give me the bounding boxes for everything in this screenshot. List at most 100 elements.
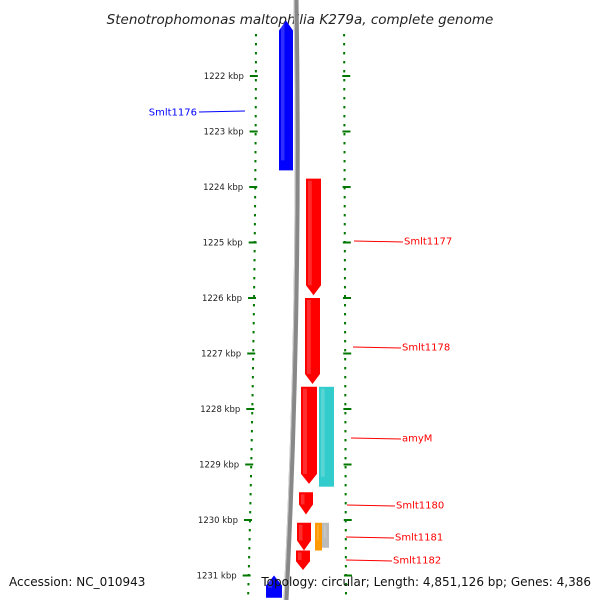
ruler-dot <box>252 304 255 307</box>
ruler-dot <box>343 178 346 181</box>
ruler-dot <box>247 592 250 595</box>
leader-line-amym <box>350 437 402 440</box>
ruler-dot <box>343 115 346 118</box>
ruler-dot <box>343 205 346 208</box>
gene-smlt1182[interactable] <box>296 550 310 570</box>
feature-grey-highlight <box>324 524 326 538</box>
ruler-ticks: 1222 kbp 1223 kbp 1224 kbp 1225 kbp 1226 kbp… <box>197 72 352 582</box>
ruler-dot <box>254 124 257 127</box>
genome-backbone-highlight <box>283 0 296 600</box>
gene-smlt1178[interactable] <box>305 298 320 385</box>
ruler-dot <box>343 151 346 154</box>
ruler-dot <box>343 70 346 73</box>
leader-line-smlt1181 <box>345 536 395 539</box>
ruler-dot <box>254 70 257 73</box>
ruler-dot <box>344 304 347 307</box>
ruler-dot <box>254 142 257 145</box>
ruler-dot <box>250 430 253 433</box>
ruler-dot <box>343 106 346 109</box>
ruler-dot <box>254 133 257 136</box>
gene-smlt1176[interactable] <box>279 20 293 171</box>
ruler-dot <box>344 394 347 397</box>
ruler-dot <box>251 394 254 397</box>
ruler-dot <box>252 331 255 334</box>
gene-label-smlt1181[interactable]: Smlt1181 <box>395 533 443 544</box>
gene-smlt1177[interactable] <box>306 178 321 296</box>
ruler-dot <box>343 250 346 253</box>
ruler-dot <box>248 520 251 523</box>
feature-cyan[interactable] <box>319 386 334 487</box>
tick-label: 1229 kbp <box>199 461 239 471</box>
ruler-dot <box>250 466 253 469</box>
ruler-dot <box>344 547 347 550</box>
gene-label-amym[interactable]: amyM <box>402 434 432 445</box>
ruler-dot <box>343 259 346 262</box>
gene-smlt1181-highlight <box>299 524 303 541</box>
ruler-dot <box>343 232 346 235</box>
ruler-dot <box>254 187 257 190</box>
ruler-dot <box>254 151 257 154</box>
ruler-dot <box>344 484 347 487</box>
ruler-dot <box>344 367 347 370</box>
ruler-dot <box>253 295 256 298</box>
ruler-dot <box>250 457 253 460</box>
ruler-dot <box>343 88 346 91</box>
ruler-dot <box>251 385 254 388</box>
ruler-dots-right <box>343 34 347 595</box>
ruler-dot <box>344 439 347 442</box>
ruler-dot <box>344 448 347 451</box>
ruler-dot <box>343 79 346 82</box>
gene-smlt1178-highlight <box>307 300 311 375</box>
gene-smlt1182-highlight <box>298 552 302 560</box>
gene-label-smlt1176[interactable]: Smlt1176 <box>149 108 197 119</box>
gene-label-smlt1177[interactable]: Smlt1177 <box>404 237 452 248</box>
gene-smlt1176-highlight <box>281 22 285 161</box>
ruler-dot <box>343 169 346 172</box>
ruler-dot <box>252 367 255 370</box>
gene-label-smlt1180[interactable]: Smlt1180 <box>396 501 444 512</box>
feature-grey[interactable] <box>322 522 329 548</box>
ruler-dot <box>344 313 347 316</box>
feature-orange[interactable] <box>315 522 322 551</box>
ruler-dot <box>254 97 257 100</box>
feature-blue[interactable] <box>266 575 282 598</box>
ruler-dot <box>254 79 257 82</box>
ruler-dot <box>252 313 255 316</box>
gene-label-smlt1182[interactable]: Smlt1182 <box>393 556 441 567</box>
ruler-dot <box>343 286 346 289</box>
ruler-dot <box>343 43 346 46</box>
gene-label-smlt1178[interactable]: Smlt1178 <box>402 343 450 354</box>
gene-smlt1177-highlight <box>308 180 312 286</box>
ruler-dot <box>254 205 257 208</box>
ruler-dot <box>343 142 346 145</box>
ruler-dot <box>343 196 346 199</box>
gene-amym[interactable] <box>301 386 317 484</box>
tick-label: 1225 kbp <box>203 239 243 249</box>
ruler-dot <box>343 295 346 298</box>
ruler-dot <box>343 214 346 217</box>
gene-smlt1180[interactable] <box>299 492 313 515</box>
ruler-dot <box>254 88 257 91</box>
ruler-dot <box>344 421 347 424</box>
ruler-dot <box>343 124 346 127</box>
ruler-dot <box>254 196 257 199</box>
ruler-dot <box>254 160 257 163</box>
leader-line-smlt1177 <box>353 240 404 243</box>
feature-cyan-highlight <box>321 388 325 477</box>
ruler-dot <box>344 385 347 388</box>
feature-blue-highlight <box>268 577 272 588</box>
ruler-dot <box>248 547 251 550</box>
ruler-dot <box>344 430 347 433</box>
ruler-dot <box>253 259 256 262</box>
ruler-dot <box>343 61 346 64</box>
accession-text: Accession: NC_010943 <box>9 575 145 589</box>
ruler-dot <box>252 349 255 352</box>
leader-line-smlt1176 <box>198 110 246 113</box>
ruler-dot <box>253 277 256 280</box>
ruler-dot <box>344 556 347 559</box>
ruler-dot <box>254 169 257 172</box>
ruler-dot <box>249 511 252 514</box>
gene-smlt1181[interactable] <box>297 522 311 551</box>
ruler-dot <box>249 493 252 496</box>
ruler-dot <box>254 43 257 46</box>
